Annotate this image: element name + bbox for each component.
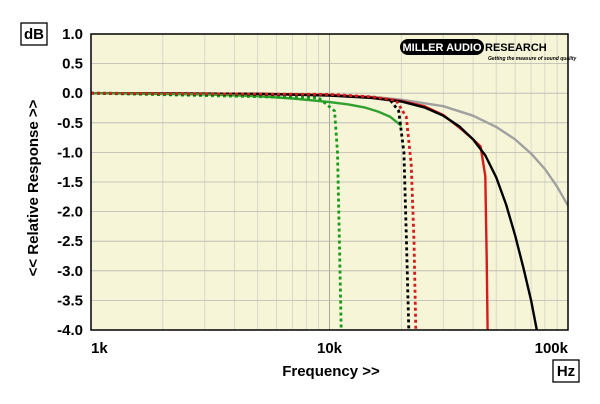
y-tick-label: -1.0 [57, 144, 83, 161]
x-unit-box: Hz [552, 359, 580, 383]
y-tick-label: 0.0 [62, 85, 83, 102]
series-layer [90, 91, 570, 331]
logo-text-miller-audio: MILLER AUDIO [402, 42, 481, 54]
y-tick-label: 0.5 [62, 56, 83, 73]
y-tick-label: -4.0 [57, 322, 83, 339]
plot-frame [90, 33, 569, 331]
x-tick-labels: 1k 10k 100k [91, 340, 569, 357]
x-axis-title: Frequency >> [282, 363, 380, 380]
brand-logo: MILLER AUDIO RESEARCH Getting the measur… [400, 39, 577, 62]
y-tick-label: -2.5 [57, 233, 83, 250]
y-tick-label: -0.5 [57, 115, 83, 132]
y-tick-label: -3.5 [57, 292, 83, 309]
y-tick-label: -3.0 [57, 263, 83, 280]
x-tick-label: 100k [535, 340, 569, 357]
y-axis-title: << Relative Response >> [25, 99, 42, 276]
x-tick-label: 1k [91, 340, 108, 357]
y-unit-label: dB [24, 26, 44, 43]
y-tick-label: -2.0 [57, 204, 83, 221]
logo-tagline: Getting the measure of sound quality [488, 56, 577, 62]
series-line-5 [90, 91, 411, 331]
x-unit-label: Hz [557, 363, 575, 380]
y-tick-label: 1.0 [62, 26, 83, 43]
y-tick-labels: 1.0 0.5 0.0 -0.5 -1.0 -1.5 -2.0 -2.5 -3.0 -3.5 -4.… [57, 26, 83, 339]
logo-pill [400, 39, 484, 55]
y-tick-label: -1.5 [57, 174, 83, 191]
y-unit-box: dB [20, 22, 48, 46]
x-tick-label: 10k [317, 340, 343, 357]
logo-text-research: RESEARCH [485, 42, 547, 54]
